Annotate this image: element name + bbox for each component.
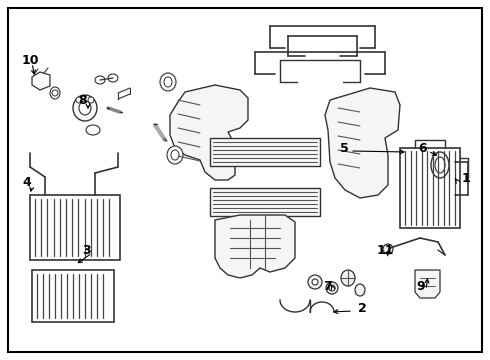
Ellipse shape (355, 284, 365, 296)
Polygon shape (325, 88, 400, 198)
Ellipse shape (73, 95, 97, 121)
Text: 7: 7 (323, 279, 332, 292)
Ellipse shape (95, 76, 105, 84)
Ellipse shape (108, 74, 118, 82)
Ellipse shape (435, 157, 445, 173)
Ellipse shape (431, 152, 449, 178)
Ellipse shape (76, 97, 82, 103)
Text: 4: 4 (22, 176, 31, 189)
Ellipse shape (326, 282, 338, 294)
Bar (400, 148, 460, 228)
Text: 1: 1 (462, 171, 471, 184)
Polygon shape (32, 72, 50, 90)
Text: 9: 9 (416, 280, 425, 293)
Bar (32, 270, 114, 322)
Ellipse shape (308, 275, 322, 289)
Ellipse shape (171, 150, 179, 160)
Ellipse shape (329, 285, 335, 291)
Ellipse shape (88, 97, 94, 103)
Polygon shape (415, 270, 440, 298)
Ellipse shape (52, 90, 58, 96)
Polygon shape (170, 85, 248, 180)
Text: 10: 10 (22, 54, 40, 67)
Ellipse shape (160, 73, 176, 91)
Text: 6: 6 (418, 141, 427, 154)
Text: 3: 3 (82, 243, 91, 256)
Ellipse shape (79, 101, 91, 115)
Ellipse shape (86, 125, 100, 135)
Ellipse shape (341, 270, 355, 286)
Text: 2: 2 (358, 302, 367, 315)
Bar (210, 188, 320, 216)
Bar (30, 195, 120, 260)
Ellipse shape (164, 77, 172, 87)
Text: 11: 11 (377, 243, 394, 256)
Bar (210, 138, 320, 166)
Polygon shape (215, 215, 295, 278)
Text: 5: 5 (340, 141, 349, 154)
Ellipse shape (312, 279, 318, 285)
Ellipse shape (167, 146, 183, 164)
Ellipse shape (50, 87, 60, 99)
Ellipse shape (383, 244, 393, 254)
Text: 8: 8 (78, 94, 87, 107)
